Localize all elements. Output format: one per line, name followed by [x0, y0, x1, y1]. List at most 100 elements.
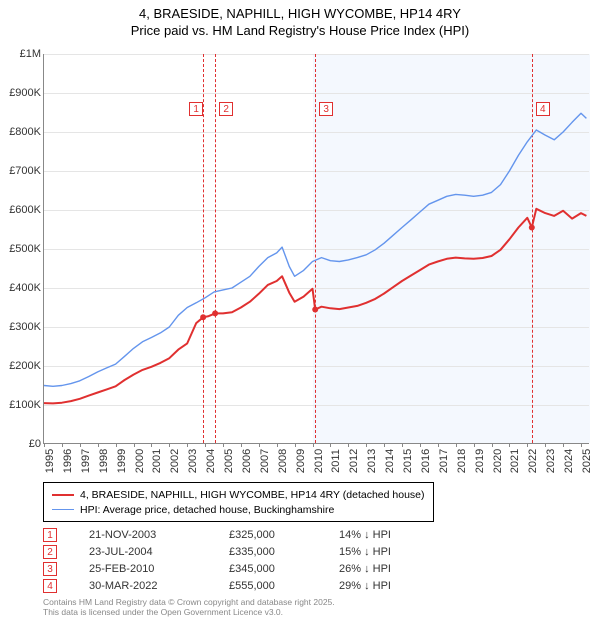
y-axis-label: £200K: [1, 360, 41, 372]
x-axis-label: 2010: [313, 449, 325, 473]
sale-pct: 29% ↓ HPI: [339, 580, 439, 592]
x-axis-label: 2025: [581, 449, 593, 473]
sale-marker-point: [312, 306, 318, 312]
legend-label: HPI: Average price, detached house, Buck…: [80, 504, 334, 516]
chart-svg: [44, 54, 590, 444]
x-axis-label: 2001: [151, 449, 163, 473]
sale-badge: 4: [43, 579, 57, 593]
series-hpi: [44, 113, 586, 386]
y-axis-label: £0: [1, 438, 41, 450]
x-axis-label: 2000: [134, 449, 146, 473]
sale-pct: 26% ↓ HPI: [339, 563, 439, 575]
x-tick: [348, 443, 349, 447]
sale-marker-point: [200, 314, 206, 320]
title-subtitle: Price paid vs. HM Land Registry's House …: [0, 23, 600, 38]
x-axis-label: 2021: [509, 449, 521, 473]
x-axis-label: 2015: [402, 449, 414, 473]
x-tick: [80, 443, 81, 447]
x-tick: [438, 443, 439, 447]
x-axis-label: 2024: [563, 449, 575, 473]
x-tick: [313, 443, 314, 447]
sale-price: £345,000: [229, 563, 339, 575]
x-tick: [545, 443, 546, 447]
x-axis-label: 1996: [62, 449, 74, 473]
sale-pct: 14% ↓ HPI: [339, 529, 439, 541]
x-tick: [563, 443, 564, 447]
x-tick: [474, 443, 475, 447]
sale-row: 325-FEB-2010£345,00026% ↓ HPI: [43, 560, 439, 577]
x-axis-label: 2016: [420, 449, 432, 473]
sale-date: 21-NOV-2003: [89, 529, 229, 541]
x-axis-label: 2003: [187, 449, 199, 473]
x-axis-label: 2004: [205, 449, 217, 473]
y-axis-label: £800K: [1, 126, 41, 138]
sale-date: 25-FEB-2010: [89, 563, 229, 575]
x-tick: [241, 443, 242, 447]
legend-item: HPI: Average price, detached house, Buck…: [52, 502, 425, 517]
sales-table: 121-NOV-2003£325,00014% ↓ HPI223-JUL-200…: [43, 526, 439, 594]
sale-marker-point: [529, 225, 535, 231]
x-axis-label: 2011: [330, 449, 342, 473]
x-tick: [456, 443, 457, 447]
x-axis-label: 2023: [545, 449, 557, 473]
x-axis-label: 2005: [223, 449, 235, 473]
x-axis-label: 2002: [169, 449, 181, 473]
x-tick: [116, 443, 117, 447]
footer-attribution: Contains HM Land Registry data © Crown c…: [43, 598, 335, 618]
x-axis-label: 2009: [295, 449, 307, 473]
x-axis-label: 1997: [80, 449, 92, 473]
x-tick: [98, 443, 99, 447]
x-axis-label: 1998: [98, 449, 110, 473]
legend-item: 4, BRAESIDE, NAPHILL, HIGH WYCOMBE, HP14…: [52, 487, 425, 502]
title-address: 4, BRAESIDE, NAPHILL, HIGH WYCOMBE, HP14…: [0, 6, 600, 21]
x-tick: [581, 443, 582, 447]
x-axis-label: 2022: [527, 449, 539, 473]
x-tick: [492, 443, 493, 447]
x-axis-label: 2007: [259, 449, 271, 473]
x-axis-label: 2019: [474, 449, 486, 473]
sale-badge: 2: [43, 545, 57, 559]
event-marker-badge: 3: [319, 102, 333, 116]
sale-marker-point: [212, 310, 218, 316]
x-axis-label: 1999: [116, 449, 128, 473]
sale-price: £335,000: [229, 546, 339, 558]
sale-row: 4 30-MAR-2022£555,00029% ↓ HPI: [43, 577, 439, 594]
sale-price: £555,000: [229, 580, 339, 592]
y-axis-label: £100K: [1, 399, 41, 411]
x-tick: [330, 443, 331, 447]
event-marker-badge: 4: [536, 102, 550, 116]
x-axis-label: 2013: [366, 449, 378, 473]
y-axis-label: £300K: [1, 321, 41, 333]
x-axis-label: 2014: [384, 449, 396, 473]
title-block: 4, BRAESIDE, NAPHILL, HIGH WYCOMBE, HP14…: [0, 0, 600, 38]
y-axis-label: £500K: [1, 243, 41, 255]
sale-date: 23-JUL-2004: [89, 546, 229, 558]
sale-price: £325,000: [229, 529, 339, 541]
x-tick: [151, 443, 152, 447]
y-axis-label: £900K: [1, 87, 41, 99]
x-tick: [44, 443, 45, 447]
event-marker-badge: 2: [219, 102, 233, 116]
sale-pct: 15% ↓ HPI: [339, 546, 439, 558]
x-tick: [169, 443, 170, 447]
x-tick: [223, 443, 224, 447]
x-tick: [402, 443, 403, 447]
chart-container: 4, BRAESIDE, NAPHILL, HIGH WYCOMBE, HP14…: [0, 0, 600, 620]
x-tick: [295, 443, 296, 447]
legend: 4, BRAESIDE, NAPHILL, HIGH WYCOMBE, HP14…: [43, 482, 434, 522]
x-axis-label: 2018: [456, 449, 468, 473]
y-axis-label: £1M: [1, 48, 41, 60]
x-axis-label: 1995: [44, 449, 56, 473]
y-axis-label: £600K: [1, 204, 41, 216]
x-tick: [205, 443, 206, 447]
sale-row: 2 23-JUL-2004£335,00015% ↓ HPI: [43, 543, 439, 560]
sale-date: 30-MAR-2022: [89, 580, 229, 592]
x-tick: [366, 443, 367, 447]
x-tick: [420, 443, 421, 447]
x-tick: [259, 443, 260, 447]
x-tick: [384, 443, 385, 447]
x-axis-label: 2020: [492, 449, 504, 473]
footer-line2: This data is licensed under the Open Gov…: [43, 608, 335, 618]
legend-label: 4, BRAESIDE, NAPHILL, HIGH WYCOMBE, HP14…: [80, 489, 425, 501]
chart-area: £0£100K£200K£300K£400K£500K£600K£700K£80…: [43, 54, 589, 444]
